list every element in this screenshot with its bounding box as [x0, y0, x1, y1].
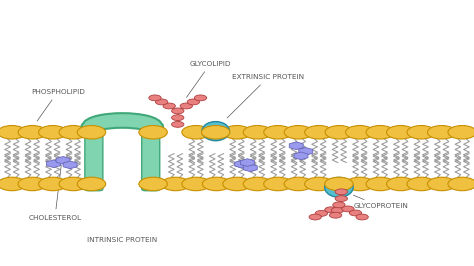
- Circle shape: [172, 122, 184, 127]
- FancyBboxPatch shape: [142, 126, 160, 191]
- Circle shape: [309, 214, 321, 220]
- Circle shape: [18, 126, 46, 139]
- Circle shape: [77, 126, 106, 139]
- Circle shape: [448, 177, 474, 191]
- Circle shape: [356, 214, 368, 220]
- Circle shape: [264, 177, 292, 191]
- Circle shape: [366, 126, 394, 139]
- Circle shape: [223, 177, 251, 191]
- Polygon shape: [289, 142, 303, 149]
- Circle shape: [38, 177, 67, 191]
- Circle shape: [187, 99, 200, 105]
- FancyBboxPatch shape: [85, 126, 103, 191]
- Circle shape: [163, 103, 175, 109]
- Circle shape: [349, 210, 362, 216]
- Text: GLYCOLIPID: GLYCOLIPID: [186, 61, 231, 97]
- Circle shape: [264, 126, 292, 139]
- Circle shape: [325, 126, 354, 139]
- Circle shape: [0, 177, 26, 191]
- Circle shape: [149, 95, 161, 101]
- Circle shape: [342, 206, 354, 212]
- Text: INTRINSIC PROTEIN: INTRINSIC PROTEIN: [87, 237, 157, 243]
- Circle shape: [305, 177, 333, 191]
- Circle shape: [180, 103, 192, 109]
- Circle shape: [59, 126, 88, 139]
- Circle shape: [59, 177, 88, 191]
- Circle shape: [155, 99, 168, 105]
- Circle shape: [335, 196, 347, 201]
- Circle shape: [335, 189, 347, 195]
- Circle shape: [161, 177, 190, 191]
- Polygon shape: [63, 161, 77, 169]
- Circle shape: [38, 126, 67, 139]
- Circle shape: [139, 177, 167, 191]
- Circle shape: [428, 177, 456, 191]
- Circle shape: [139, 126, 167, 139]
- Circle shape: [202, 177, 231, 191]
- Circle shape: [172, 115, 184, 120]
- Circle shape: [182, 177, 210, 191]
- Circle shape: [18, 177, 46, 191]
- Circle shape: [172, 108, 184, 114]
- Circle shape: [407, 126, 436, 139]
- Circle shape: [329, 212, 342, 218]
- Circle shape: [305, 126, 333, 139]
- Circle shape: [366, 177, 394, 191]
- Circle shape: [346, 126, 374, 139]
- Polygon shape: [294, 152, 308, 160]
- Ellipse shape: [202, 122, 229, 141]
- Circle shape: [448, 126, 474, 139]
- Polygon shape: [299, 148, 313, 155]
- Circle shape: [331, 207, 344, 213]
- Polygon shape: [243, 164, 257, 172]
- Text: EXTRINSIC PROTEIN: EXTRINSIC PROTEIN: [227, 74, 304, 118]
- Circle shape: [407, 177, 436, 191]
- Circle shape: [201, 126, 230, 139]
- Circle shape: [77, 177, 106, 191]
- Text: CHOLESTEROL: CHOLESTEROL: [28, 165, 82, 221]
- Circle shape: [386, 126, 415, 139]
- Polygon shape: [240, 159, 255, 167]
- Text: Easy Diagram Of Cell Membrane: Easy Diagram Of Cell Membrane: [23, 9, 451, 33]
- Circle shape: [386, 177, 415, 191]
- Ellipse shape: [325, 177, 353, 197]
- Circle shape: [243, 126, 272, 139]
- Circle shape: [346, 177, 374, 191]
- Circle shape: [0, 126, 26, 139]
- Circle shape: [333, 202, 345, 208]
- Circle shape: [325, 177, 353, 191]
- Text: PHOSPHOLIPID: PHOSPHOLIPID: [31, 89, 85, 121]
- Circle shape: [194, 95, 207, 101]
- Circle shape: [243, 177, 272, 191]
- Circle shape: [284, 177, 313, 191]
- Circle shape: [315, 210, 328, 216]
- Circle shape: [284, 126, 313, 139]
- Circle shape: [325, 207, 337, 213]
- Circle shape: [182, 126, 210, 139]
- Polygon shape: [56, 156, 70, 164]
- Text: GLYCOPROTEIN: GLYCOPROTEIN: [353, 195, 408, 209]
- Circle shape: [223, 126, 251, 139]
- Polygon shape: [46, 160, 61, 168]
- Circle shape: [428, 126, 456, 139]
- Polygon shape: [235, 160, 249, 168]
